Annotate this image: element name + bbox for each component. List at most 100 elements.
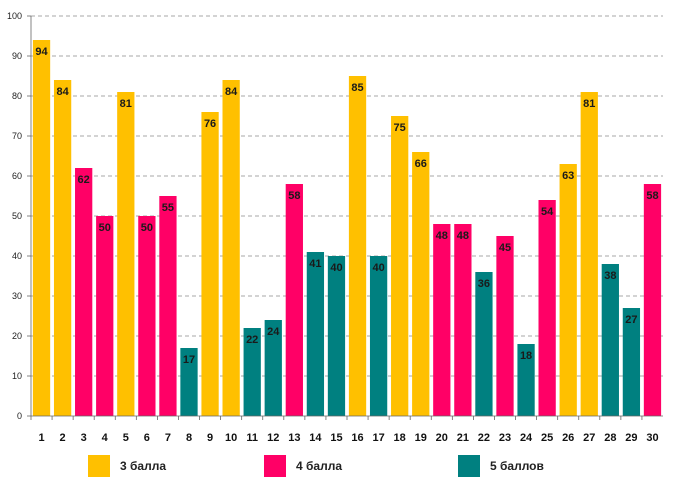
y-tick-label: 90 (12, 51, 22, 61)
y-tick-label: 10 (12, 371, 22, 381)
data-label-13: 58 (288, 190, 300, 202)
bar-13 (285, 184, 303, 416)
x-tick-label: 3 (81, 432, 87, 444)
bar-16 (348, 76, 367, 416)
x-tick-label: 16 (351, 432, 363, 444)
legend-item-5: 5 баллов (458, 454, 544, 478)
bar-21 (454, 224, 472, 416)
x-tick-label: 10 (225, 432, 237, 444)
bar-23 (496, 236, 514, 416)
y-axis: 0 10 20 30 40 50 60 70 80 90 100 (7, 11, 32, 421)
bars (32, 40, 662, 416)
legend-label-3: 3 балла (120, 459, 167, 473)
bar-17 (369, 256, 388, 416)
x-tick-label: 30 (646, 432, 658, 444)
data-label-15: 40 (330, 262, 342, 274)
x-tick-label: 7 (165, 432, 171, 444)
bar-19 (412, 152, 430, 416)
bar-5 (117, 92, 135, 416)
x-tick-label: 27 (583, 432, 595, 444)
bar-14 (306, 252, 325, 416)
x-tick-label: 15 (330, 432, 342, 444)
bar-18 (391, 116, 409, 416)
y-tick-label: 70 (12, 131, 22, 141)
x-axis: 1 2 3 4 5 6 7 8 9 10 11 12 13 14 15 16 17 18 19 20 21 22 23 24 2… (30, 415, 663, 444)
x-tick-label: 23 (499, 432, 511, 444)
x-tick-label: 13 (288, 432, 300, 444)
data-label-1: 94 (35, 46, 48, 58)
x-tick-label: 14 (309, 432, 322, 444)
y-tick-label: 0 (17, 411, 22, 421)
x-tick-label: 8 (186, 432, 192, 444)
bar-11 (243, 328, 261, 416)
bar-15 (327, 256, 346, 416)
x-tick-label: 11 (246, 432, 258, 444)
bar-1 (32, 40, 51, 416)
gridlines (31, 15, 663, 377)
data-label-20: 48 (436, 230, 448, 242)
x-tick-label: 9 (207, 432, 213, 444)
bar-27 (580, 92, 598, 416)
bar-24 (517, 344, 535, 416)
bar-4 (96, 216, 114, 416)
legend-swatch-3 (88, 455, 110, 477)
data-label-19: 66 (415, 158, 427, 170)
data-label-2: 84 (56, 86, 69, 98)
legend-item-3: 3 балла (88, 454, 166, 478)
bar-2 (53, 80, 72, 416)
data-label-7: 55 (162, 202, 174, 214)
data-label-29: 27 (625, 314, 637, 326)
bar-29 (622, 308, 641, 416)
data-label-17: 40 (372, 262, 384, 274)
data-label-22: 36 (478, 278, 490, 290)
x-tick-label: 18 (394, 432, 406, 444)
data-label-30: 58 (646, 190, 658, 202)
x-tick-label: 28 (604, 432, 616, 444)
legend-swatch-5 (458, 455, 480, 477)
data-label-18: 75 (394, 122, 406, 134)
data-label-21: 48 (457, 230, 469, 242)
x-tick-label: 1 (38, 432, 44, 444)
y-tick-label: 80 (12, 91, 22, 101)
bar-22 (475, 272, 493, 416)
legend-label-4: 4 балла (296, 459, 343, 473)
x-tick-label: 17 (372, 432, 384, 444)
y-tick-label: 60 (12, 171, 22, 181)
bar-20 (433, 224, 451, 416)
data-label-10: 84 (225, 86, 238, 98)
data-label-11: 22 (246, 334, 258, 346)
bar-10 (222, 80, 240, 416)
x-tick-label: 6 (144, 432, 150, 444)
data-label-6: 50 (141, 222, 153, 234)
x-tick-label: 29 (625, 432, 637, 444)
data-labels: 94 84 62 50 81 50 55 17 76 84 22 24 58 41 40 85 40 75 66 48… (35, 46, 658, 366)
data-label-9: 76 (204, 118, 216, 130)
data-label-12: 24 (267, 326, 280, 338)
legend-item-4: 4 балла (264, 454, 342, 478)
bar-3 (75, 168, 93, 416)
legend-swatch-4 (264, 455, 286, 477)
bar-26 (559, 164, 577, 416)
data-label-5: 81 (120, 98, 132, 110)
data-label-28: 38 (604, 270, 616, 282)
x-tick-label: 5 (123, 432, 129, 444)
x-tick-label: 24 (520, 432, 533, 444)
bar-25 (538, 200, 556, 416)
x-tick-label: 25 (541, 432, 553, 444)
data-label-26: 63 (562, 170, 574, 182)
data-label-4: 50 (99, 222, 111, 234)
bar-6 (138, 216, 156, 416)
y-tick-label: 30 (12, 291, 22, 301)
x-tick-label: 12 (267, 432, 279, 444)
data-label-16: 85 (351, 82, 363, 94)
y-tick-label: 40 (12, 251, 22, 261)
bar-12 (264, 320, 282, 416)
x-tick-label: 20 (436, 432, 448, 444)
x-tick-label: 26 (562, 432, 574, 444)
x-tick-label: 4 (102, 432, 109, 444)
bar-30 (643, 184, 662, 416)
data-label-8: 17 (183, 354, 195, 366)
y-tick-label: 50 (12, 211, 22, 221)
data-label-23: 45 (499, 242, 511, 254)
